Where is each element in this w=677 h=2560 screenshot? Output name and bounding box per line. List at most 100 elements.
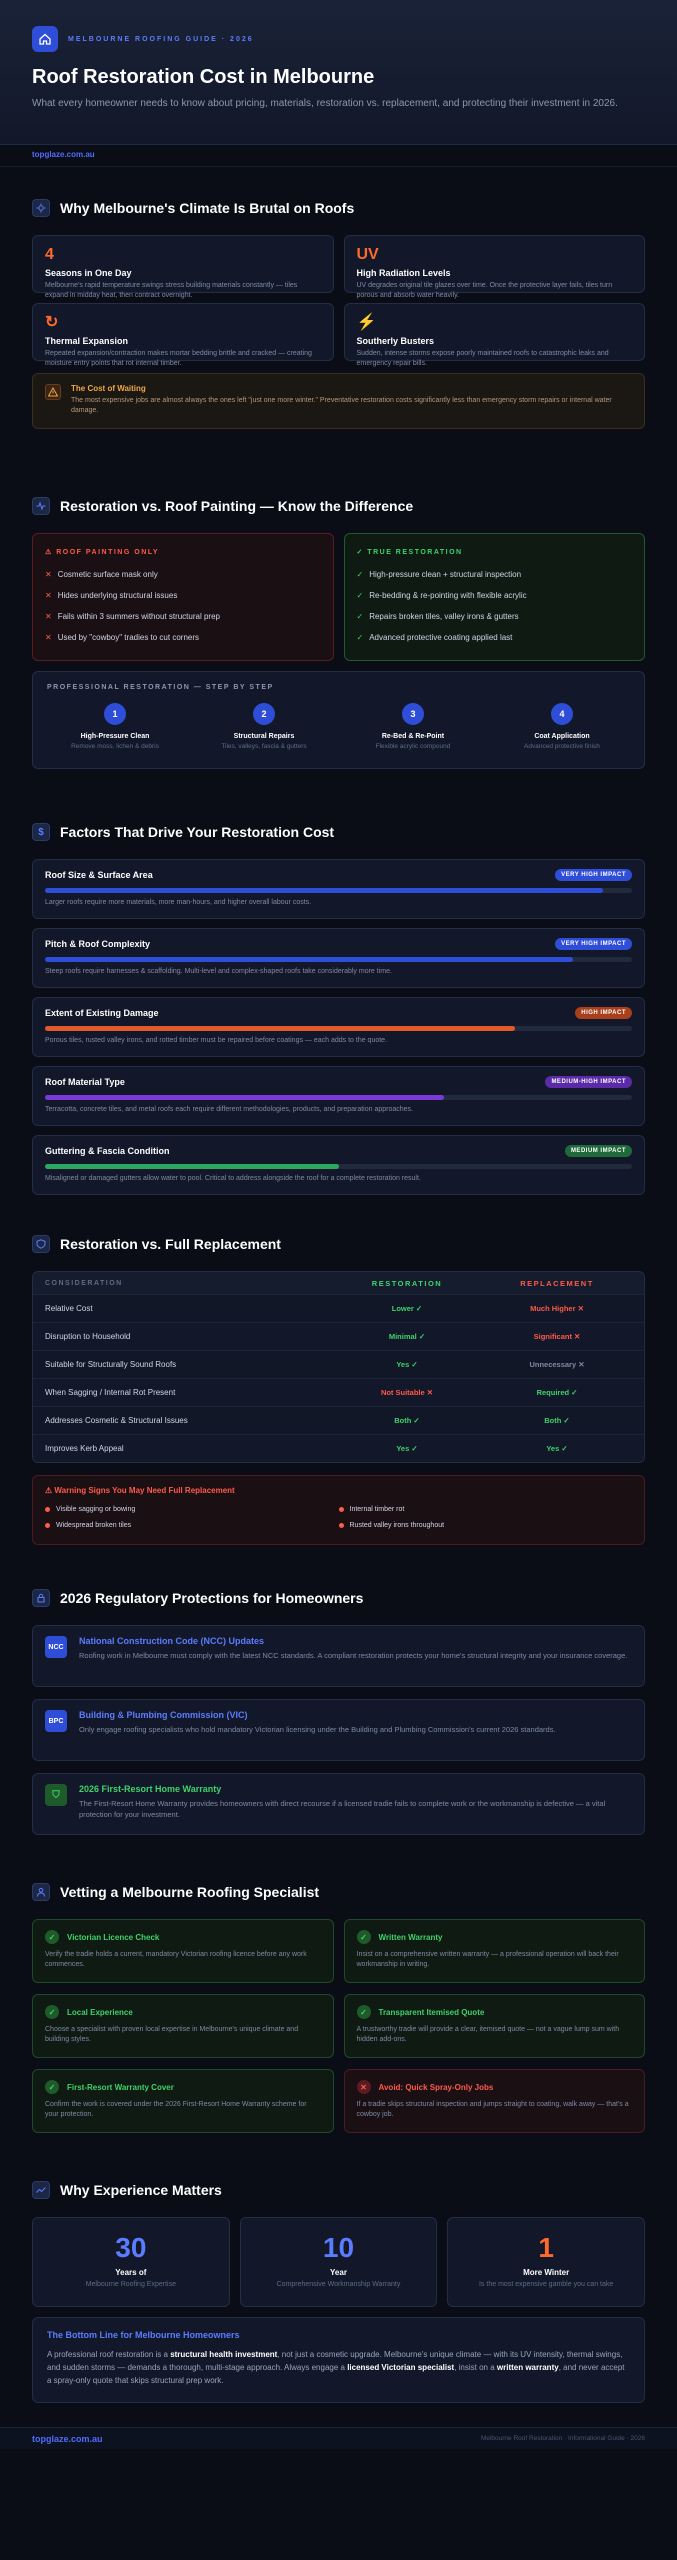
check-icon: ✓ xyxy=(356,633,364,642)
dollar-icon: $ xyxy=(32,823,50,841)
vetting-card: ✓ Written Warranty Insist on a comprehensi… xyxy=(343,1919,645,1983)
impact-bar-fill xyxy=(45,888,603,893)
domain-link[interactable]: topglaze.com.au xyxy=(0,145,677,167)
factor-title: Extent of Existing Damage xyxy=(45,1008,159,1018)
step-title: Re-Bed & Re-Point xyxy=(381,733,445,740)
vetting-card: ✓ Transparent Itemised Quote A trustworthy… xyxy=(343,1994,645,2058)
step-item: 2 Structural Repairs Tiles, valleys, fasci… xyxy=(204,703,324,750)
bullet-icon xyxy=(338,1522,344,1528)
user-icon xyxy=(32,1883,50,1901)
step-number: 2 xyxy=(253,703,275,725)
lock-icon xyxy=(32,1589,50,1607)
factor-title: Guttering & Fascia Condition xyxy=(45,1146,170,1156)
section-title: Restoration vs. Roof Painting — Know the… xyxy=(60,498,414,514)
step-desc: Advanced protective finish xyxy=(524,743,600,750)
table-cell: Suitable for Structurally Sound Roofs xyxy=(45,1360,177,1369)
card-text: Choose a specialist with proven local ex… xyxy=(45,2026,299,2043)
list-text: Advanced protective coating applied last xyxy=(369,633,513,642)
list-text: Visible sagging or bowing xyxy=(56,1505,136,1513)
list-text: Cosmetic surface mask only xyxy=(57,570,158,579)
card-text: Repeated expansion/contraction makes mor… xyxy=(45,350,312,367)
regulation-card: ⛉ 2026 First-Resort Home Warranty The Firs… xyxy=(32,1773,645,1835)
steps-panel: PROFESSIONAL RESTORATION — STEP BY STEP … xyxy=(32,671,645,769)
impact-bar xyxy=(45,1026,632,1031)
card-text: Confirm the work is covered under the 20… xyxy=(45,2101,307,2118)
callout-text: The most expensive jobs are almost alway… xyxy=(71,397,612,414)
impact-badge: MEDIUM-HIGH IMPACT xyxy=(545,1076,632,1088)
table-row: Relative Cost Lower ✓ Much Higher ✕ xyxy=(33,1294,644,1322)
list-text: Widespread broken tiles xyxy=(56,1521,132,1529)
versus-section: Restoration vs. Roof Painting — Know the… xyxy=(0,497,677,769)
vetting-card: ✓ Victorian Licence Check Verify the tradi… xyxy=(32,1919,334,1983)
climate-card: UV High Radiation Levels UV degrades origi… xyxy=(343,235,645,299)
bottom-line-panel: The Bottom Line for Melbourne Homeowners… xyxy=(32,2317,645,2403)
table-row: Improves Kerb Appeal Yes ✓ Yes ✓ xyxy=(33,1434,644,1462)
card-title: High Radiation Levels xyxy=(356,268,451,278)
bullet-icon xyxy=(338,1506,344,1512)
step-desc: Flexible acrylic compound xyxy=(375,743,451,750)
stat-title: Years of xyxy=(115,2268,147,2277)
stat-desc: Comprehensive Workmanship Warranty xyxy=(276,2281,401,2288)
stat-number: 4 xyxy=(45,246,54,263)
cycle-icon: ↻ xyxy=(45,314,59,331)
sun-icon xyxy=(32,199,50,217)
ncc-icon: NCC xyxy=(45,1636,67,1658)
list-text: Hides underlying structural issues xyxy=(57,591,178,600)
warning-icon xyxy=(45,384,61,400)
factor-desc: Misaligned or damaged gutters allow wate… xyxy=(45,1175,421,1182)
impact-badge: VERY HIGH IMPACT xyxy=(555,938,632,950)
factors-section: $ Factors That Drive Your Restoration Cos… xyxy=(0,823,677,1195)
callout-title: The Cost of Waiting xyxy=(71,384,146,393)
comparison-table: CONSIDERATION RESTORATION REPLACEMENT Rela… xyxy=(32,1271,645,1463)
climate-card: ⚡ Southerly Busters Sudden, intense storms… xyxy=(343,303,645,367)
panel-title: PROFESSIONAL RESTORATION — STEP BY STEP xyxy=(47,684,274,691)
factor-title: Roof Size & Surface Area xyxy=(45,870,153,880)
card-title: National Construction Code (NCC) Updates xyxy=(79,1636,265,1646)
page-title: Roof Restoration Cost in Melbourne xyxy=(32,66,375,88)
card-title: First-Resort Warranty Cover xyxy=(67,2082,174,2092)
panel-title: ⚠ ROOF PAINTING ONLY xyxy=(45,549,160,556)
step-title: High-Pressure Clean xyxy=(80,733,150,740)
true-restoration-panel: ✓ TRUE RESTORATION ✓ High-pressure clean … xyxy=(343,533,645,661)
cross-icon: ✕ xyxy=(45,570,52,579)
card-title: Thermal Expansion xyxy=(45,336,129,346)
cross-icon: ✕ xyxy=(45,612,52,621)
vetting-section: Vetting a Melbourne Roofing Specialist ✓… xyxy=(0,1883,677,2133)
table-cell: Lower ✓ xyxy=(391,1304,423,1313)
vetting-card: ✓ First-Resort Warranty Cover Confirm the … xyxy=(32,2069,334,2133)
card-title: Seasons in One Day xyxy=(45,268,132,278)
card-text: Verify the tradie holds a current, manda… xyxy=(45,1951,307,1968)
factor-title: Roof Material Type xyxy=(45,1077,125,1087)
step-item: 4 Coat Application Advanced protective fin… xyxy=(502,703,622,750)
column-header: RESTORATION xyxy=(371,1278,443,1288)
check-icon: ✓ xyxy=(45,2080,59,2094)
list-text: Re-bedding & re-pointing with flexible a… xyxy=(369,591,527,600)
card-title: Local Experience xyxy=(67,2007,133,2017)
home-icon xyxy=(32,26,58,52)
step-item: 1 High-Pressure Clean Remove moss, lichen … xyxy=(55,703,175,750)
section-title: Restoration vs. Full Replacement xyxy=(60,1236,281,1252)
list-text: Internal timber rot xyxy=(349,1505,405,1513)
list-item: Widespread broken tiles xyxy=(45,1517,339,1533)
page-subtitle: What every homeowner needs to know about… xyxy=(32,98,618,109)
table-row: Disruption to Household Minimal ✓ Signific… xyxy=(33,1322,644,1350)
list-item: ✓ Re-bedding & re-pointing with flexible … xyxy=(357,585,633,606)
stat-number: 10 xyxy=(322,2232,355,2263)
table-cell: Yes ✓ xyxy=(396,1360,418,1369)
factor-title: Pitch & Roof Complexity xyxy=(45,939,151,949)
list-text: Repairs broken tiles, valley irons & gut… xyxy=(369,612,519,621)
regulations-section: 2026 Regulatory Protections for Homeowne… xyxy=(0,1589,677,1835)
check-icon: ✓ xyxy=(45,2005,59,2019)
footer-link[interactable]: topglaze.com.au xyxy=(32,2433,103,2444)
list-item: ✓ High-pressure clean + structural inspec… xyxy=(357,564,633,585)
step-item: 3 Re-Bed & Re-Point Flexible acrylic compo… xyxy=(353,703,473,750)
hero-header: MELBOURNE ROOFING GUIDE · 2026 Roof Rest… xyxy=(0,0,677,145)
section-title: Factors That Drive Your Restoration Cost xyxy=(60,824,335,840)
shield-icon: ⛉ xyxy=(45,1784,67,1806)
check-icon: ✓ xyxy=(356,591,364,600)
cross-icon: ✕ xyxy=(45,633,52,642)
cross-icon: ✕ xyxy=(45,591,52,600)
card-text: Melbourne's rapid temperature swings str… xyxy=(45,282,298,299)
factor-card: Pitch & Roof Complexity VERY HIGH IMPACT S… xyxy=(32,928,645,988)
table-cell: Required ✓ xyxy=(536,1388,578,1397)
